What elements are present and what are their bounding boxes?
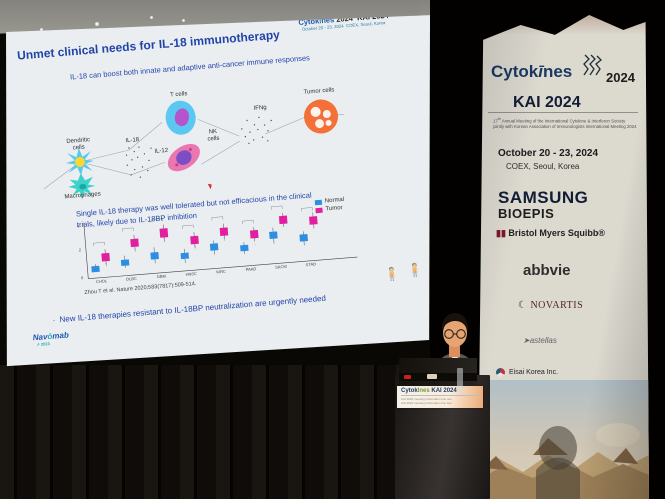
svg-text:IFNg: IFNg	[253, 105, 266, 112]
svg-text:KIRC: KIRC	[216, 269, 226, 275]
svg-text:0: 0	[81, 275, 84, 280]
svg-text:IL-18: IL-18	[125, 137, 140, 144]
svg-text:T cells: T cells	[170, 91, 188, 98]
svg-text:DLBC: DLBC	[126, 276, 137, 282]
svg-text:2: 2	[79, 247, 82, 252]
svg-text:CHOL: CHOL	[96, 278, 108, 284]
svg-text:STAD: STAD	[305, 261, 316, 267]
svg-text:HNSC: HNSC	[185, 271, 197, 277]
svg-text:PAAD: PAAD	[246, 266, 257, 272]
svg-text:Tumor cells: Tumor cells	[303, 87, 334, 95]
svg-text:SKCM: SKCM	[275, 264, 287, 270]
svg-text:GBM: GBM	[157, 273, 166, 279]
svg-text:Macrophages: Macrophages	[64, 191, 101, 200]
svg-text:NK: NK	[209, 129, 218, 136]
svg-text:IL-12: IL-12	[154, 148, 169, 155]
svg-text:cells: cells	[73, 145, 85, 152]
svg-text:cells: cells	[207, 136, 219, 143]
svg-text:Dendritic: Dendritic	[66, 137, 90, 145]
svg-text:4: 4	[77, 223, 80, 228]
